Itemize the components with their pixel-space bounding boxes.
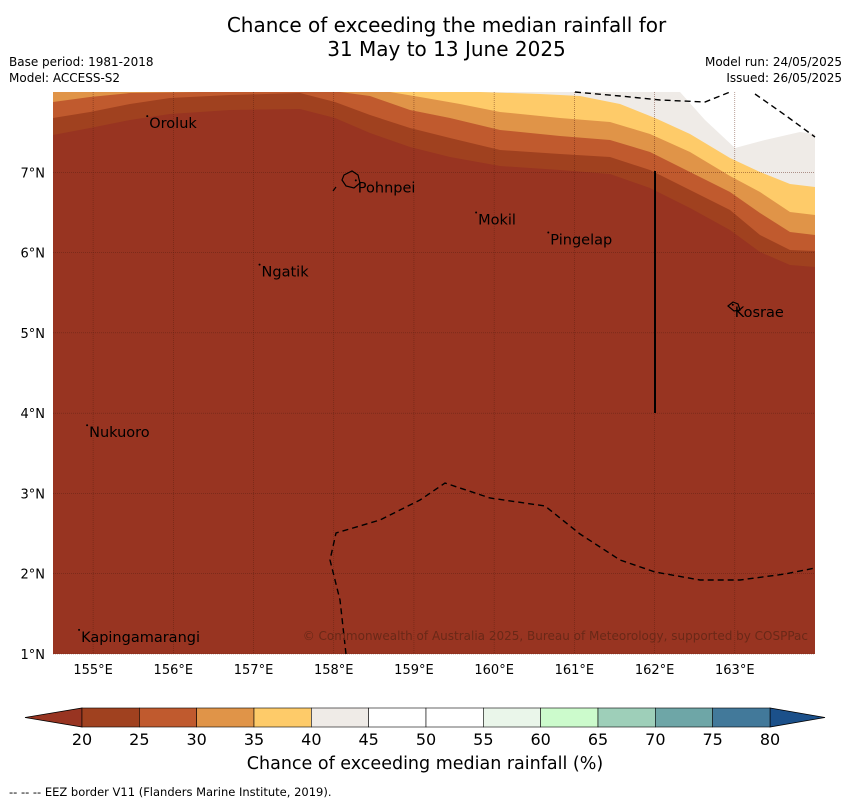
model-label: Model: ACCESS-S2: [9, 71, 121, 85]
colorbar-segment: [540, 707, 599, 728]
place-label: Oroluk: [149, 116, 197, 132]
colorbar-segment: [81, 707, 140, 728]
place-marker: [258, 263, 261, 266]
copyright-text: © Commonwealth of Australia 2025, Bureau…: [303, 629, 808, 643]
latitude-tick-label: 1°N: [21, 648, 46, 663]
colorbar-segment: [597, 707, 656, 728]
colorbar-tick-label: 30: [186, 730, 206, 749]
colorbar-tick-label: 35: [244, 730, 264, 749]
latitude-tick-label: 2°N: [21, 568, 46, 583]
place-marker: [78, 628, 81, 631]
longitude-labels: 155°E 156°E 157°E 158°E 159°E 160°E 161°E 162°E…: [73, 663, 754, 678]
place-marker: [146, 115, 149, 118]
colorbar-tick-label: 55: [473, 730, 493, 749]
colorbar-segment: [483, 707, 541, 728]
place-labels: Oroluk Pohnpei Mokil Pingelap Ngatik Kosrae Nu…: [78, 115, 784, 646]
colorbar-high-extension: [769, 707, 826, 728]
place-marker: [547, 231, 550, 234]
longitude-tick-label: 159°E: [394, 663, 434, 678]
colorbar-segment: [655, 707, 713, 728]
colorbar-tick-label: 20: [72, 730, 92, 749]
colorbar-tick-label: 50: [416, 730, 436, 749]
longitude-tick-label: 160°E: [474, 663, 514, 678]
pohnpei-island-icon: [341, 170, 361, 189]
colorbar-tick-label: 40: [301, 730, 321, 749]
latitude-tick-label: 3°N: [21, 487, 46, 502]
colorbar-tick-label: 25: [129, 730, 149, 749]
field-band-45-55: [680, 92, 815, 148]
eez-border-top: [574, 91, 731, 103]
colorbar-tick-label: 70: [645, 730, 665, 749]
colorbar-tick-label: 65: [588, 730, 608, 749]
colorbar-tick-label: 75: [702, 730, 722, 749]
meta-right: Model run: 24/05/2025 Issued: 26/05/2025: [705, 54, 842, 86]
colorbar-low-extension: [24, 707, 83, 728]
eez-borders: [329, 91, 816, 655]
field-band-30-35: [53, 92, 815, 235]
base-period-label: Base period: 1981-2018: [9, 55, 154, 69]
gridlines: [53, 92, 815, 655]
colorbar-segment: [196, 707, 255, 728]
map-field: [53, 92, 815, 654]
colorbar-segment: [712, 707, 771, 728]
longitude-tick-label: 163°E: [715, 663, 755, 678]
longitude-tick-label: 161°E: [555, 663, 595, 678]
colorbar-label: Chance of exceeding median rainfall (%): [246, 754, 604, 774]
colorbar: 20 25 30 35 40 45 50 55 60 65 70 75 80: [24, 707, 826, 749]
chart-title: Chance of exceeding the median rainfall …: [0, 13, 850, 61]
longitude-tick-label: 162°E: [635, 663, 675, 678]
kosrae-island-icon: [727, 301, 741, 312]
eez-border-south: [329, 482, 816, 655]
place-label: Pingelap: [550, 233, 612, 249]
latitude-tick-label: 4°N: [21, 407, 46, 422]
issued-label: Issued: 26/05/2025: [726, 71, 842, 85]
latitude-tick-label: 6°N: [21, 247, 46, 262]
model-run-label: Model run: 24/05/2025: [704, 55, 842, 69]
colorbar-tick-label: 60: [530, 730, 550, 749]
islands: [332, 170, 741, 312]
place-label: Pohnpei: [358, 180, 416, 196]
longitude-tick-label: 157°E: [234, 663, 274, 678]
latitude-tick-label: 5°N: [21, 327, 46, 342]
colorbar-tick-label: 45: [358, 730, 378, 749]
latitude-tick-label: 7°N: [21, 166, 46, 181]
place-marker: [475, 211, 478, 214]
place-label: Ngatik: [262, 265, 310, 281]
title-line-1: Chance of exceeding the median rainfall …: [226, 13, 667, 37]
place-label: Kapingamarangi: [81, 630, 200, 646]
island-stroke: [332, 186, 337, 192]
place-label: Nukuoro: [89, 425, 150, 441]
title-line-2: 31 May to 13 June 2025: [327, 37, 566, 61]
place-marker: [354, 179, 357, 182]
place-marker: [86, 424, 89, 427]
latitude-labels: 1°N 2°N 3°N 4°N 5°N 6°N 7°N: [21, 166, 46, 663]
longitude-tick-label: 158°E: [314, 663, 354, 678]
longitude-tick-label: 155°E: [73, 663, 113, 678]
colorbar-segment: [253, 707, 312, 728]
colorbar-segment: [139, 707, 197, 728]
colorbar-tick-label: 80: [760, 730, 780, 749]
colorbar-segment: [368, 707, 427, 728]
place-label: Mokil: [478, 212, 516, 228]
colorbar-segment: [425, 707, 484, 728]
place-marker: [731, 303, 734, 306]
meta-left: Base period: 1981-2018 Model: ACCESS-S2: [9, 54, 154, 86]
place-label: Kosrae: [735, 305, 784, 321]
longitude-tick-label: 156°E: [154, 663, 194, 678]
eez-border-top-right: [754, 93, 816, 138]
colorbar-segment: [311, 707, 369, 728]
footer-note: -- -- -- EEZ border V11 (Flanders Marine…: [9, 785, 332, 799]
